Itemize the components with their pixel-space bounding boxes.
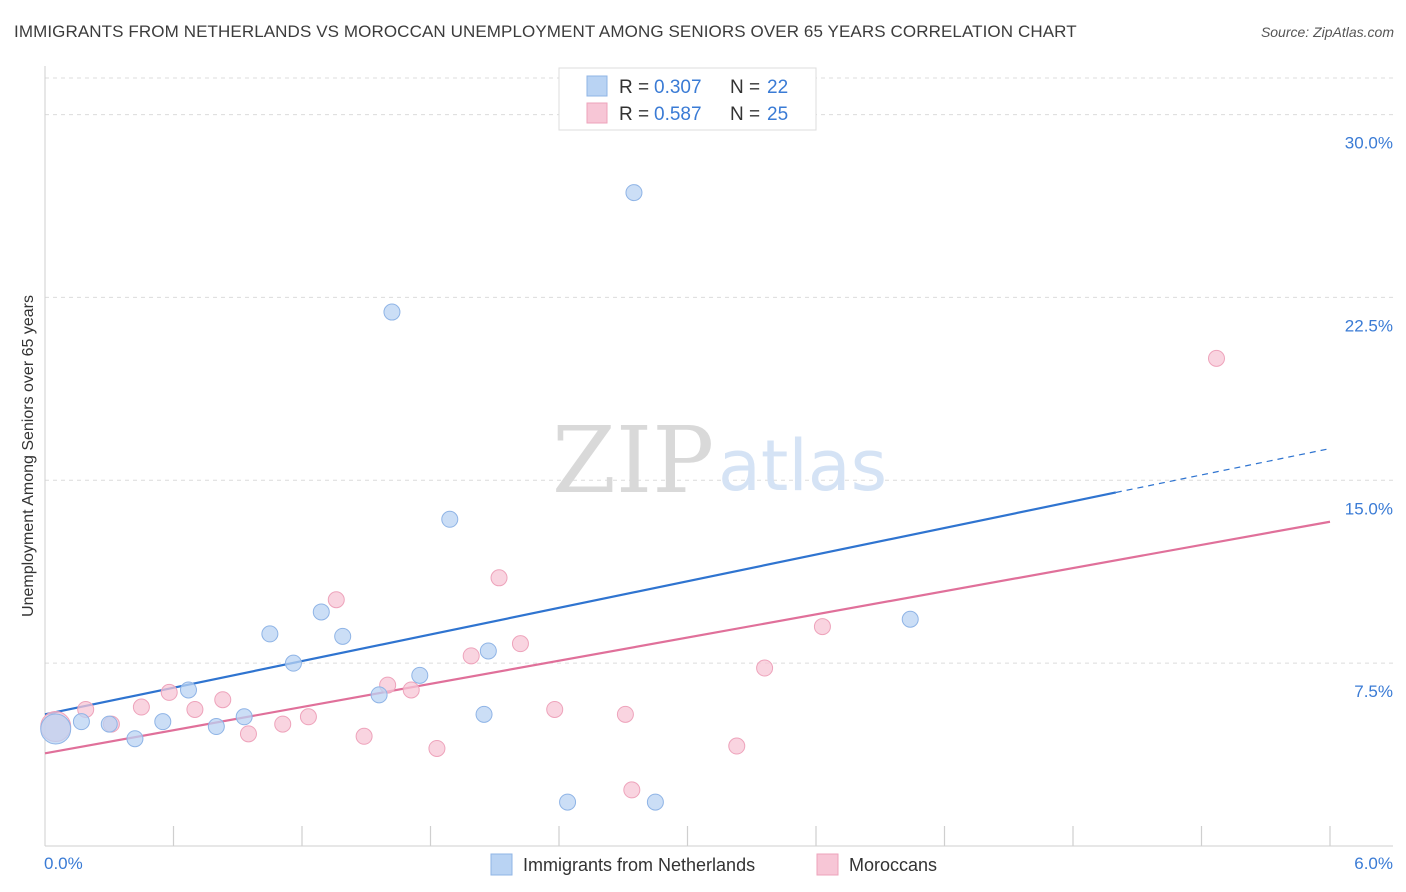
point-moroccans-21: [728, 737, 746, 755]
point-netherlands-6: [207, 718, 225, 736]
trend-line-moroccans: [44, 520, 1331, 755]
point-moroccans-17: [511, 635, 529, 653]
series-legend: Immigrants from Netherlands Moroccans: [490, 853, 937, 876]
watermark-atlas: atlas: [718, 425, 887, 507]
point-netherlands-15: [441, 510, 459, 528]
legend-r-label-2: R =: [619, 104, 649, 125]
point-netherlands-5: [179, 681, 197, 699]
point-netherlands-20: [646, 793, 664, 811]
point-moroccans-8: [274, 715, 292, 733]
point-netherlands-13: [383, 303, 401, 321]
series-label-moroccans: Moroccans: [849, 855, 937, 875]
series-swatch-moroccans: [816, 853, 839, 876]
point-netherlands-8: [261, 625, 279, 643]
legend-n-label-2: N =: [730, 104, 760, 125]
point-moroccans-24: [1207, 349, 1225, 367]
x-tick-label-max: 6.0%: [1354, 854, 1393, 873]
point-moroccans-5: [186, 700, 204, 718]
data-points: [40, 184, 1225, 811]
point-moroccans-11: [355, 727, 373, 745]
point-netherlands-18: [559, 793, 577, 811]
point-moroccans-23: [813, 618, 831, 636]
trend-line-netherlands-extension: [1115, 448, 1331, 494]
point-netherlands-2: [100, 715, 118, 733]
legend-r-value-2: 0.587: [654, 104, 702, 125]
series-swatch-netherlands: [490, 853, 513, 876]
series-label-netherlands: Immigrants from Netherlands: [523, 855, 755, 875]
legend-swatch-blue: [586, 75, 608, 97]
y-axis-title: Unemployment Among Seniors over 65 years: [20, 295, 37, 617]
point-netherlands-9: [284, 654, 302, 672]
point-netherlands-1: [72, 713, 90, 731]
legend-n-value-1: 22: [767, 77, 788, 98]
point-moroccans-22: [756, 659, 774, 677]
point-moroccans-15: [462, 647, 480, 665]
y-tick-label-3: 30.0%: [1345, 134, 1393, 153]
point-netherlands-14: [411, 666, 429, 684]
point-netherlands-16: [475, 705, 493, 723]
point-netherlands-12: [370, 686, 388, 704]
point-moroccans-6: [214, 691, 232, 709]
tick-labels: 7.5% 15.0% 22.5% 30.0% 0.0% 6.0%: [44, 134, 1393, 873]
point-moroccans-7: [239, 725, 257, 743]
point-netherlands-19: [625, 184, 643, 202]
legend-n-value-2: 25: [767, 104, 788, 125]
point-moroccans-16: [490, 569, 508, 587]
point-netherlands-17: [479, 642, 497, 660]
point-moroccans-9: [299, 708, 317, 726]
point-moroccans-18: [546, 700, 564, 718]
point-moroccans-20: [623, 781, 641, 799]
point-moroccans-13: [402, 681, 420, 699]
source-label: Source: ZipAtlas.com: [1260, 24, 1394, 40]
point-moroccans-10: [327, 591, 345, 609]
point-netherlands-0: [40, 713, 72, 745]
point-netherlands-3: [126, 730, 144, 748]
chart-title: IMMIGRANTS FROM NETHERLANDS VS MOROCCAN …: [14, 22, 1077, 41]
point-netherlands-11: [334, 627, 352, 645]
point-moroccans-4: [160, 683, 178, 701]
legend-r-value-1: 0.307: [654, 77, 702, 98]
watermark: ZIP atlas: [552, 407, 887, 514]
trend-lines: [44, 448, 1331, 755]
point-moroccans-3: [132, 698, 150, 716]
correlation-legend: R = 0.307 N = 22 R = 0.587 N = 25: [558, 67, 817, 131]
legend-swatch-pink: [586, 102, 608, 124]
y-tick-label-2: 22.5%: [1345, 316, 1393, 335]
watermark-zip: ZIP: [552, 407, 714, 514]
point-netherlands-21: [901, 610, 919, 628]
legend-r-label-1: R =: [619, 77, 649, 98]
point-netherlands-10: [312, 603, 330, 621]
y-tick-label-0: 7.5%: [1354, 682, 1393, 701]
legend-n-label-1: N =: [730, 77, 760, 98]
x-tick-label-min: 0.0%: [44, 854, 83, 873]
point-netherlands-4: [154, 713, 172, 731]
y-tick-label-1: 15.0%: [1345, 499, 1393, 518]
trend-line-netherlands: [44, 491, 1117, 716]
point-netherlands-7: [235, 708, 253, 726]
point-moroccans-19: [616, 705, 634, 723]
point-moroccans-14: [428, 739, 446, 757]
